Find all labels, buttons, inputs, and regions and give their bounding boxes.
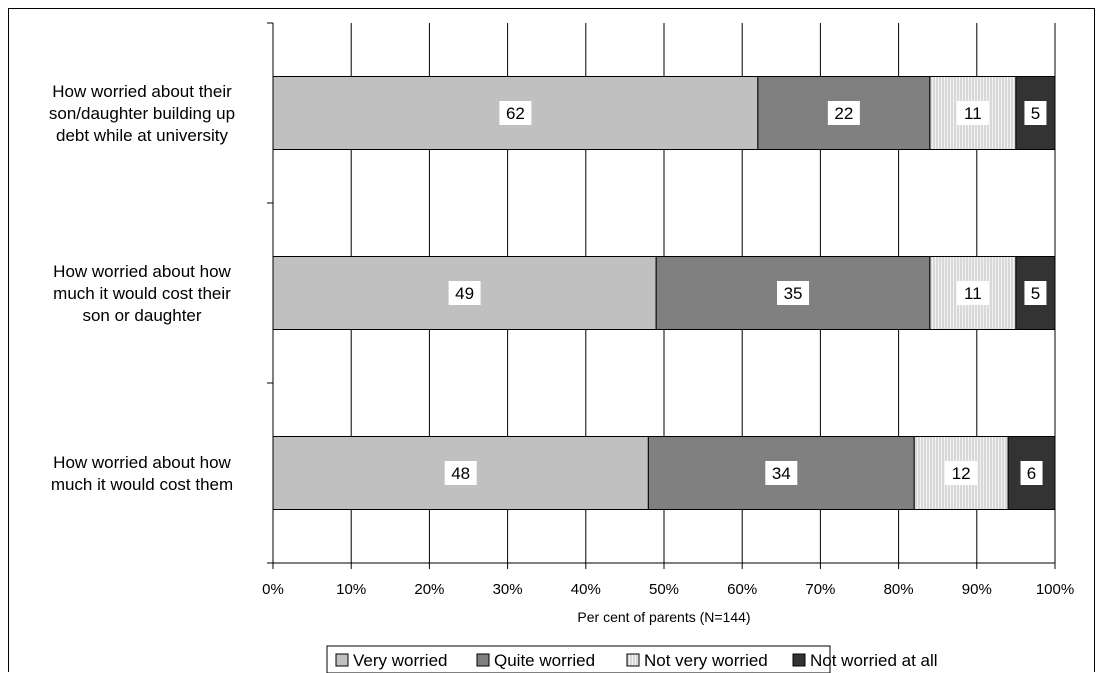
x-tick-label: 100% [1036,581,1074,598]
data-label: 5 [1031,284,1040,303]
data-label: 5 [1031,104,1040,123]
x-tick-label: 30% [493,581,523,598]
x-tick-label: 40% [571,581,601,598]
x-axis-title: Per cent of parents (N=144) [577,609,750,625]
x-tick-label: 60% [727,581,757,598]
category-label: How worried about how much it would cost … [51,453,233,494]
data-label-box [1020,461,1043,485]
data-label: 48 [451,464,470,483]
data-label-box [499,101,532,125]
data-label-box [448,281,481,305]
data-label: 6 [1027,464,1036,483]
data-label: 35 [784,284,803,303]
bar-segment [655,256,931,330]
data-label-box [956,101,989,125]
category-labels: How worried about their son/daughter buil… [49,82,235,494]
data-label: 62 [506,104,525,123]
x-tick-label: 10% [336,581,366,598]
legend-label: Very worried [353,651,447,670]
legend-swatch [335,653,349,667]
legend-label: Not very worried [644,651,768,670]
data-label-box [444,461,477,485]
data-label-box [956,281,989,305]
data-label: 11 [964,284,982,303]
legend-label: Quite worried [494,651,595,670]
category-label: How worried about how much it would cost … [53,262,231,325]
x-tick-label: 20% [414,581,444,598]
x-tick-label: 90% [962,581,992,598]
data-label: 22 [834,104,853,123]
data-label-box [827,101,860,125]
axes [267,22,1056,569]
legend-swatch [476,653,490,667]
x-tick-labels: 0% 10% 20% 30% 40% 50% 60% 70% 80% 90% 100% [262,581,1074,598]
category-label: How worried about their son/daughter buil… [49,82,235,145]
legend-label: Not worried at all [810,651,938,670]
x-tick-label: 80% [884,581,914,598]
legend-swatch [792,653,806,667]
x-tick-label: 50% [649,581,679,598]
legend-swatch [626,653,640,667]
data-label-box [777,281,810,305]
data-label: 49 [455,284,474,303]
legend-box [326,645,831,673]
legend: Very worried Quite worried Not very worrie… [326,645,938,673]
chart-frame [8,8,1095,672]
data-label: 11 [964,104,982,123]
x-tick-label: 70% [805,581,835,598]
data-label: 12 [952,464,971,483]
data-label-box [1024,281,1047,305]
data-label-box [765,461,798,485]
data-label: 34 [772,464,791,483]
x-tick-label: 0% [262,581,284,598]
bars: 62 22 11 5 49 35 11 5 48 34 12 6 [272,76,1056,510]
data-label-box [945,461,978,485]
data-label-box [1024,101,1047,125]
